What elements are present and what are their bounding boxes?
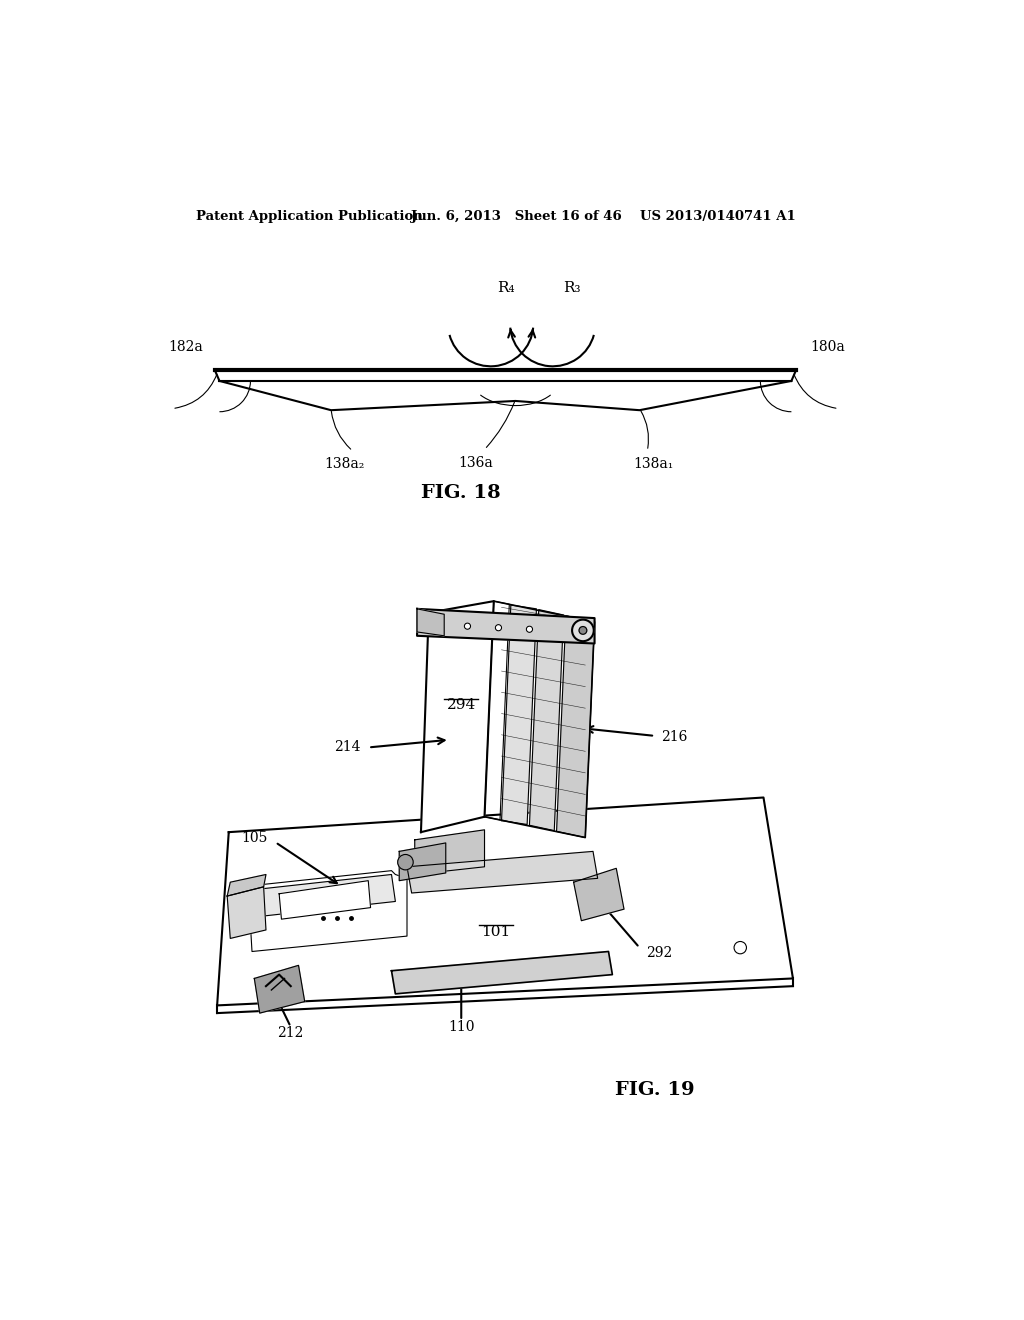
Text: US 2013/0140741 A1: US 2013/0140741 A1 <box>640 210 796 223</box>
Text: 212: 212 <box>278 1026 304 1040</box>
Polygon shape <box>227 875 266 896</box>
Text: 180a: 180a <box>810 341 845 354</box>
Polygon shape <box>254 965 305 1014</box>
Polygon shape <box>227 887 266 939</box>
Circle shape <box>496 624 502 631</box>
Polygon shape <box>252 875 395 917</box>
Text: 182a: 182a <box>168 341 203 354</box>
Polygon shape <box>573 869 624 921</box>
Circle shape <box>397 854 414 870</box>
Text: FIG. 19: FIG. 19 <box>615 1081 695 1100</box>
Text: 214: 214 <box>334 741 360 755</box>
Text: Jun. 6, 2013   Sheet 16 of 46: Jun. 6, 2013 Sheet 16 of 46 <box>411 210 622 223</box>
Text: 101: 101 <box>481 925 511 940</box>
Polygon shape <box>415 830 484 875</box>
Polygon shape <box>502 605 537 825</box>
Circle shape <box>572 619 594 642</box>
Polygon shape <box>529 610 563 830</box>
Text: Patent Application Publication: Patent Application Publication <box>197 210 423 223</box>
Polygon shape <box>280 880 371 919</box>
Polygon shape <box>557 615 595 838</box>
Circle shape <box>464 623 471 630</box>
Circle shape <box>526 626 532 632</box>
Text: FIG. 18: FIG. 18 <box>422 484 501 503</box>
Text: 138a₂: 138a₂ <box>325 457 366 471</box>
Polygon shape <box>391 952 612 994</box>
Polygon shape <box>421 601 494 832</box>
Polygon shape <box>417 609 595 644</box>
Text: 105: 105 <box>241 830 267 845</box>
Text: 136a: 136a <box>458 455 493 470</box>
Circle shape <box>579 627 587 635</box>
Text: 292: 292 <box>646 946 672 960</box>
Polygon shape <box>407 851 598 892</box>
Polygon shape <box>399 843 445 880</box>
Text: 294: 294 <box>446 698 476 711</box>
Polygon shape <box>417 609 444 636</box>
Text: 110: 110 <box>449 1020 474 1034</box>
Text: 138a₁: 138a₁ <box>633 457 674 471</box>
Text: R₃: R₃ <box>563 281 581 294</box>
Text: 216: 216 <box>662 730 687 744</box>
Circle shape <box>734 941 746 954</box>
Text: R₄: R₄ <box>497 281 514 294</box>
